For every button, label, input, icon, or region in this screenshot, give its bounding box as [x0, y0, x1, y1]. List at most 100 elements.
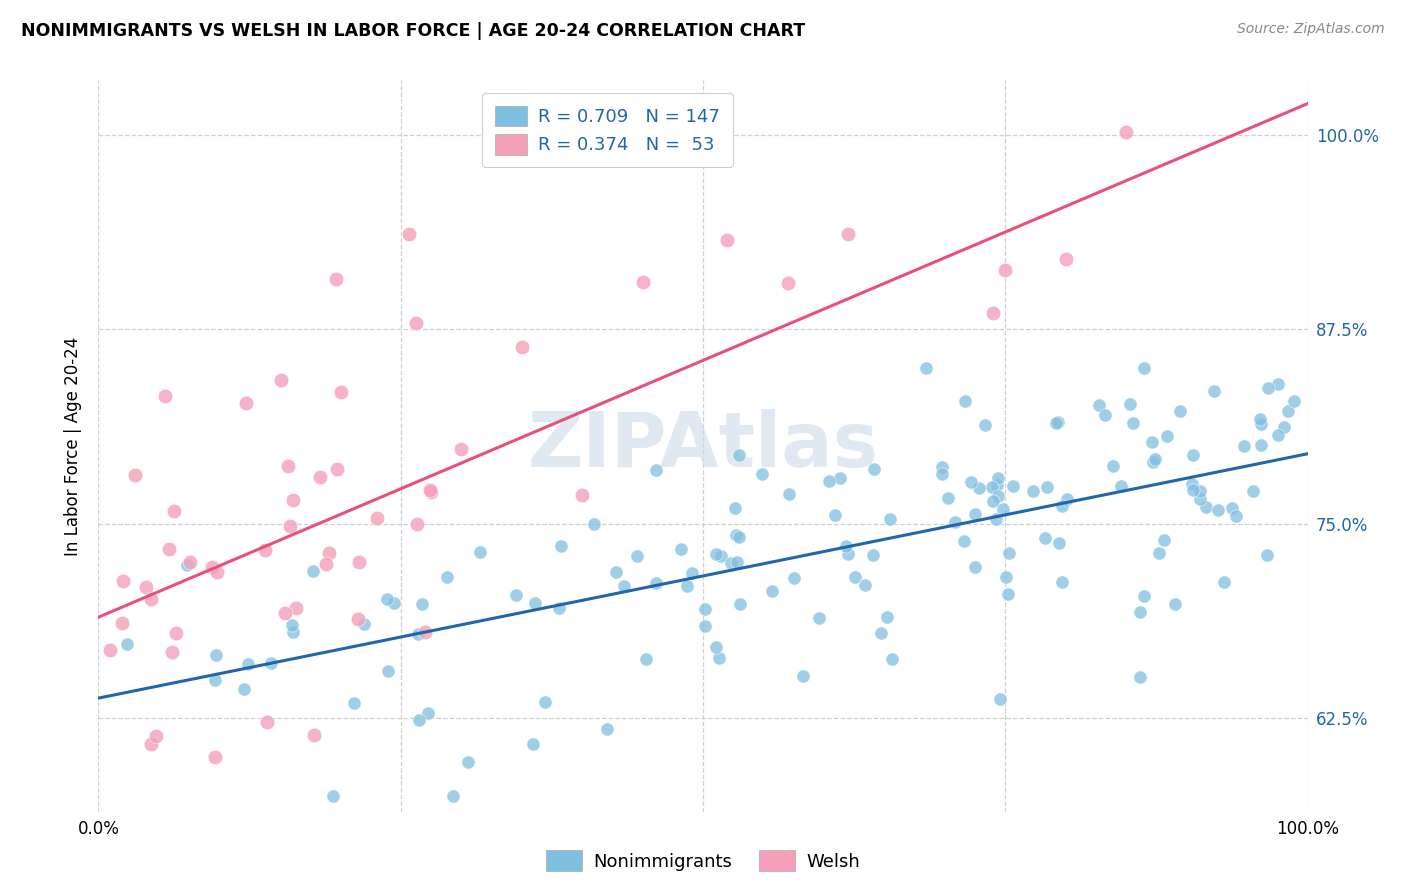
- Point: [375, 592, 398, 607]
- Point: [596, 722, 619, 736]
- Point: [953, 534, 976, 549]
- Point: [1206, 503, 1229, 517]
- Point: [157, 541, 180, 556]
- Point: [405, 516, 427, 531]
- Point: [1272, 420, 1295, 434]
- Point: [710, 549, 733, 563]
- Point: [450, 442, 472, 456]
- Point: [141, 737, 163, 751]
- Point: [818, 474, 841, 488]
- Point: [343, 697, 366, 711]
- Point: [1202, 384, 1225, 398]
- Point: [915, 361, 938, 376]
- Point: [828, 471, 851, 485]
- Point: [179, 555, 201, 569]
- Point: [728, 448, 751, 462]
- Point: [281, 493, 304, 508]
- Point: [270, 373, 292, 387]
- Point: [936, 491, 959, 506]
- Point: [204, 673, 226, 688]
- Point: [505, 588, 527, 602]
- Point: [205, 565, 228, 579]
- Point: [232, 682, 254, 697]
- Point: [281, 624, 304, 639]
- Point: [260, 656, 283, 670]
- Point: [111, 615, 134, 630]
- Point: [834, 539, 856, 553]
- Point: [1277, 404, 1299, 418]
- Point: [441, 789, 464, 804]
- Point: [1129, 605, 1152, 619]
- Point: [761, 584, 783, 599]
- Point: [953, 394, 976, 409]
- Point: [304, 728, 326, 742]
- Point: [416, 706, 439, 720]
- Point: [1182, 448, 1205, 462]
- Point: [1133, 361, 1156, 376]
- Legend: Nonimmigrants, Welsh: Nonimmigrants, Welsh: [538, 843, 868, 879]
- Point: [419, 483, 441, 497]
- Point: [406, 626, 429, 640]
- Point: [1045, 417, 1067, 431]
- Point: [533, 694, 555, 708]
- Point: [986, 512, 1008, 526]
- Point: [124, 468, 146, 483]
- Point: [1087, 398, 1109, 412]
- Point: [1142, 455, 1164, 469]
- Point: [1143, 451, 1166, 466]
- Point: [523, 596, 546, 610]
- Point: [1036, 480, 1059, 494]
- Point: [1156, 428, 1178, 442]
- Point: [716, 233, 738, 247]
- Point: [1249, 412, 1271, 426]
- Point: [522, 737, 544, 751]
- Point: [583, 517, 606, 532]
- Point: [725, 555, 748, 569]
- Point: [176, 558, 198, 572]
- Point: [309, 470, 332, 484]
- Point: [1267, 427, 1289, 442]
- Point: [318, 546, 340, 560]
- Point: [135, 580, 157, 594]
- Point: [325, 462, 347, 476]
- Point: [330, 384, 353, 399]
- Point: [1195, 500, 1218, 515]
- Point: [1220, 500, 1243, 515]
- Point: [863, 462, 886, 476]
- Point: [824, 508, 846, 523]
- Point: [693, 619, 716, 633]
- Point: [139, 591, 162, 606]
- Point: [807, 610, 830, 624]
- Point: [1233, 439, 1256, 453]
- Point: [837, 227, 859, 242]
- Point: [778, 487, 800, 501]
- Point: [943, 515, 966, 529]
- Point: [1035, 531, 1057, 545]
- Point: [986, 478, 1008, 492]
- Point: [967, 481, 990, 495]
- Point: [675, 579, 697, 593]
- Point: [981, 306, 1004, 320]
- Point: [254, 543, 277, 558]
- Point: [347, 555, 370, 569]
- Point: [1109, 479, 1132, 493]
- Point: [973, 417, 995, 432]
- Text: Source: ZipAtlas.com: Source: ZipAtlas.com: [1237, 22, 1385, 37]
- Point: [963, 508, 986, 522]
- Point: [704, 640, 727, 655]
- Point: [776, 276, 799, 290]
- Point: [980, 479, 1002, 493]
- Point: [709, 650, 731, 665]
- Point: [510, 340, 533, 354]
- Point: [724, 500, 747, 515]
- Point: [751, 467, 773, 481]
- Point: [1122, 416, 1144, 430]
- Point: [145, 729, 167, 743]
- Point: [457, 755, 479, 769]
- Point: [1181, 483, 1204, 497]
- Point: [398, 227, 420, 241]
- Point: [626, 549, 648, 563]
- Point: [419, 485, 441, 500]
- Point: [1241, 484, 1264, 499]
- Point: [204, 749, 226, 764]
